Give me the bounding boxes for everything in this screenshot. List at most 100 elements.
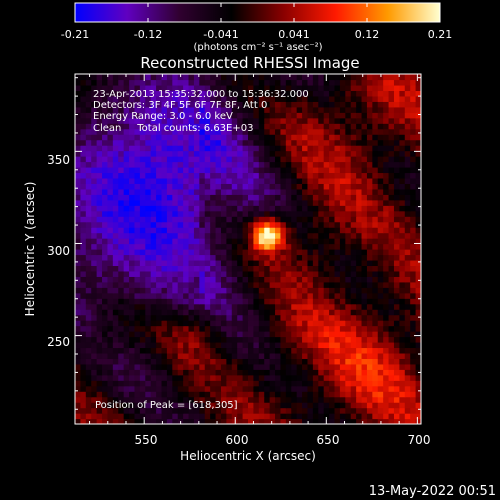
heatmap-cell	[129, 156, 136, 163]
heatmap-cell	[329, 281, 336, 288]
heatmap-cell	[177, 276, 184, 283]
heatmap-cell	[242, 145, 249, 152]
heatmap-cell	[112, 336, 119, 343]
heatmap-cell	[150, 341, 157, 349]
heatmap-cell	[388, 150, 395, 157]
heatmap-cell	[377, 336, 384, 343]
heatmap-cell	[96, 407, 103, 414]
heatmap-cell	[112, 227, 119, 234]
heatmap-cell	[366, 216, 373, 223]
heatmap-cell	[280, 320, 287, 327]
heatmap-cell	[361, 199, 368, 206]
heatmap-cell	[107, 292, 114, 299]
heatmap-cell	[237, 123, 244, 130]
heatmap-cell	[85, 385, 92, 392]
heatmap-cell	[393, 210, 400, 217]
heatmap-cell	[161, 238, 168, 245]
heatmap-cell	[307, 309, 314, 316]
heatmap-cell	[139, 254, 146, 261]
heatmap-cell	[383, 161, 390, 168]
heatmap-cell	[199, 402, 206, 409]
heatmap-cell	[410, 199, 417, 206]
heatmap-cell	[285, 183, 292, 190]
heatmap-cell	[166, 79, 173, 86]
heatmap-cell	[312, 216, 319, 223]
heatmap-cell	[280, 188, 287, 195]
heatmap-cell	[280, 221, 287, 228]
heatmap-cell	[112, 341, 119, 349]
heatmap-cell	[296, 74, 303, 81]
heatmap-cell	[102, 320, 109, 327]
heatmap-cell	[258, 265, 265, 272]
heatmap-cell	[388, 188, 395, 195]
heatmap-cell	[383, 95, 390, 102]
heatmap-cell	[242, 84, 249, 92]
heatmap-cell	[253, 358, 260, 365]
heatmap-cell	[80, 363, 87, 370]
heatmap-cell	[345, 139, 352, 146]
heatmap-cell	[366, 145, 373, 152]
heatmap-cell	[302, 407, 309, 414]
heatmap-cell	[177, 216, 184, 223]
heatmap-cell	[399, 161, 406, 168]
heatmap-cell	[361, 298, 368, 305]
heatmap-cell	[383, 101, 390, 108]
heatmap-cell	[139, 90, 146, 97]
heatmap-cell	[345, 363, 352, 370]
heatmap-cell	[280, 227, 287, 234]
heatmap-cell	[156, 287, 163, 294]
heatmap-cell	[312, 166, 319, 174]
heatmap-cell	[388, 238, 395, 245]
heatmap-cell	[339, 413, 346, 420]
heatmap-cell	[156, 249, 163, 256]
heatmap-cell	[275, 205, 282, 212]
heatmap-cell	[269, 177, 276, 184]
heatmap-cell	[220, 128, 227, 135]
heatmap-cell	[393, 243, 400, 250]
heatmap-cell	[177, 123, 184, 130]
heatmap-cell	[118, 177, 125, 184]
heatmap-cell	[242, 402, 249, 409]
heatmap-cell	[253, 194, 260, 201]
heatmap-cell	[118, 341, 125, 349]
heatmap-cell	[156, 413, 163, 420]
heatmap-cell	[372, 243, 379, 250]
heatmap-cell	[415, 358, 421, 365]
heatmap-cell	[356, 331, 363, 338]
heatmap-cell	[102, 303, 109, 310]
heatmap-cell	[156, 117, 163, 124]
heatmap-cell	[156, 183, 163, 190]
heatmap-cell	[323, 413, 330, 420]
heatmap-cell	[150, 380, 157, 387]
heatmap-cell	[258, 227, 265, 234]
heatmap-cell	[150, 172, 157, 179]
heatmap-cell	[199, 74, 206, 81]
heatmap-cell	[302, 238, 309, 245]
heatmap-cell	[264, 276, 271, 283]
heatmap-cell	[102, 391, 109, 398]
heatmap-cell	[118, 128, 125, 135]
heatmap-cell	[307, 166, 314, 174]
heatmap-cell	[242, 265, 249, 272]
heatmap-cell	[258, 385, 265, 392]
heatmap-cell	[388, 145, 395, 152]
heatmap-cell	[96, 265, 103, 272]
heatmap-cell	[107, 172, 114, 179]
heatmap-cell	[280, 166, 287, 174]
heatmap-cell	[372, 205, 379, 212]
heatmap-cell	[134, 210, 141, 217]
heatmap-cell	[383, 183, 390, 190]
heatmap-cell	[150, 139, 157, 146]
heatmap-cell	[161, 177, 168, 184]
heatmap-cell	[275, 221, 282, 228]
heatmap-cell	[345, 123, 352, 130]
heatmap-cell	[410, 254, 417, 261]
heatmap-cell	[166, 402, 173, 409]
heatmap-cell	[215, 238, 222, 245]
heatmap-cell	[237, 287, 244, 294]
heatmap-cell	[75, 298, 82, 305]
heatmap-cell	[107, 205, 114, 212]
heatmap-cell	[177, 134, 184, 141]
heatmap-cell	[231, 331, 238, 338]
heatmap-cell	[183, 276, 190, 283]
